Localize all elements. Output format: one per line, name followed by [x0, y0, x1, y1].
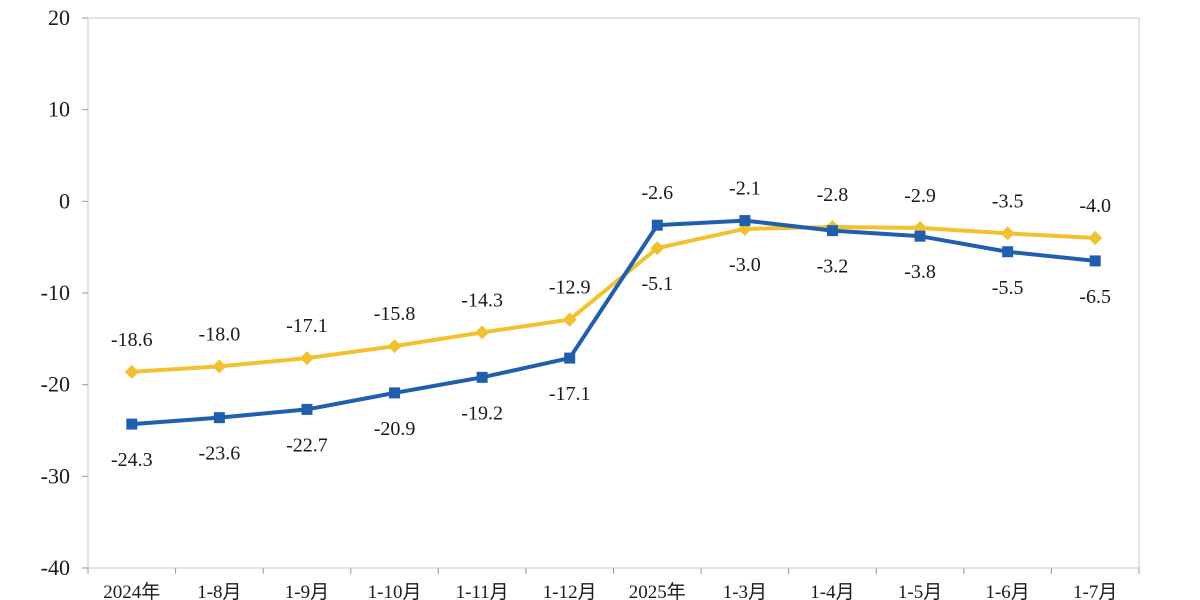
x-tick-label: 2025年	[629, 581, 686, 600]
series-1-point	[389, 387, 401, 399]
series-0-data-label: -2.9	[904, 185, 936, 207]
y-tick-label: -20	[41, 372, 70, 397]
x-tick-label: 1-12月	[543, 582, 597, 600]
series-1-point	[914, 230, 926, 242]
series-0-data-label: -14.3	[461, 289, 503, 311]
series-1-point	[301, 403, 313, 415]
series-line-1	[131, 218, 1096, 427]
y-tick-label: -40	[41, 555, 70, 580]
x-tick-label: 1-3月	[723, 582, 767, 600]
y-tick-label: -30	[41, 463, 70, 488]
series-1-data-label: -3.2	[817, 256, 849, 278]
series-1-data-label: -2.1	[729, 178, 761, 200]
x-tick-label: 1-11月	[456, 582, 509, 600]
series-1-data-label: -3.8	[904, 261, 936, 283]
series-0-data-label: -3.0	[729, 254, 761, 276]
series-1-point	[1002, 246, 1014, 258]
series-0-data-label: -4.0	[1079, 195, 1111, 217]
series-0-point	[299, 351, 314, 366]
series-line-0	[131, 225, 1096, 374]
series-1-point	[564, 352, 576, 364]
series-1-point	[826, 225, 838, 237]
series-0-data-label: -5.1	[641, 273, 673, 295]
series-1-point	[213, 412, 225, 424]
x-tick-label: 1-7月	[1073, 582, 1117, 600]
series-0-point	[387, 339, 402, 354]
series-0-data-label: -18.0	[199, 323, 241, 345]
series-0-point	[650, 241, 665, 256]
series-0-data-label: -3.5	[992, 190, 1024, 212]
series-1-point	[1089, 255, 1101, 267]
x-tick-label: 2024年	[103, 581, 160, 600]
y-tick-label: 10	[48, 97, 70, 122]
series-0-point	[475, 325, 490, 340]
series-0-point	[1088, 231, 1103, 245]
series-0-data-label: -18.6	[111, 329, 153, 351]
series-0-data-label: -17.1	[286, 315, 328, 337]
x-tick-label: 1-5月	[898, 582, 942, 600]
series-1-data-label: -2.6	[641, 182, 673, 204]
series-0-data-label: -12.9	[549, 277, 591, 299]
series-1-data-label: -22.7	[286, 434, 328, 456]
series-1-point	[476, 371, 488, 383]
series-1-point	[651, 219, 663, 231]
series-1-data-label: -19.2	[461, 402, 503, 424]
series-1-data-label: -6.5	[1079, 286, 1111, 308]
series-0-data-label: -15.8	[374, 303, 416, 325]
series-1-point	[739, 215, 751, 227]
x-tick-label: 1-9月	[285, 582, 329, 600]
series-0-point	[562, 312, 577, 327]
x-tick-label: 1-10月	[368, 582, 422, 600]
y-tick-label: 0	[59, 188, 70, 213]
x-tick-label: 1-6月	[985, 582, 1029, 600]
series-1-data-label: -5.5	[992, 277, 1024, 299]
series-1-data-label: -20.9	[374, 418, 416, 440]
x-tick-label: 1-8月	[197, 582, 241, 600]
series-0-point	[1000, 226, 1015, 241]
series-0-point	[212, 359, 227, 374]
series-1-data-label: -23.6	[199, 443, 241, 465]
y-tick-label: -10	[41, 280, 70, 305]
x-tick-label: 1-4月	[810, 582, 854, 600]
series-0-point	[124, 364, 139, 379]
y-tick-label: 20	[48, 5, 70, 30]
series-1-data-label: -17.1	[549, 383, 591, 405]
series-0-data-label: -2.8	[817, 184, 849, 206]
series-1-point	[126, 418, 138, 430]
series-1-data-label: -24.3	[111, 449, 153, 471]
